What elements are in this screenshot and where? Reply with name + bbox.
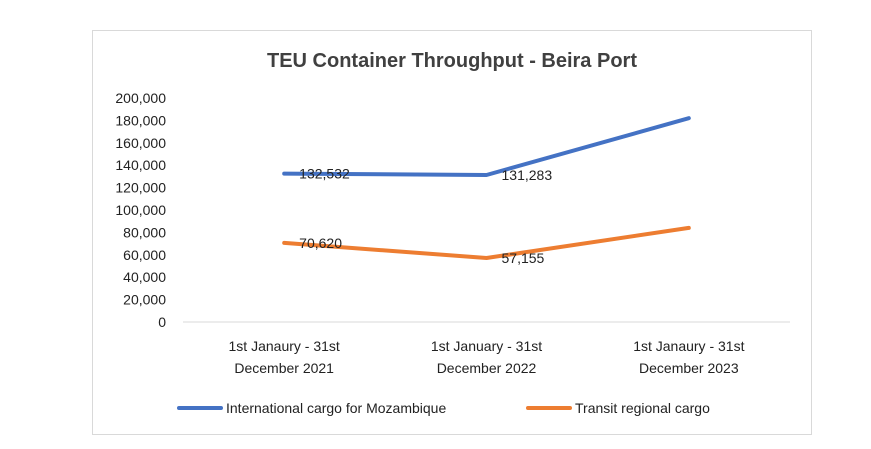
- data-label: 70,620: [299, 235, 342, 251]
- y-tick-label: 100,000: [115, 202, 166, 218]
- x-axis: 1st Janaury - 31st December 2021 1st Janua…: [183, 321, 790, 376]
- y-tick-label: 40,000: [123, 269, 166, 285]
- x-tick-label: December 2022: [437, 360, 537, 376]
- x-tick-label: 1st January - 31st: [431, 338, 542, 354]
- series-line-0: [282, 116, 691, 177]
- y-axis: 200,000 180,000 160,000 140,000 120,000 100,0…: [115, 90, 166, 330]
- x-tick-label: 1st Janaury - 31st: [229, 338, 340, 354]
- x-tick-label: 1st Janaury - 31st: [633, 338, 744, 354]
- y-tick-label: 0: [158, 314, 166, 330]
- series-line-1: [282, 225, 691, 260]
- legend: International cargo for Mozambique Transi…: [177, 400, 710, 416]
- y-tick-label: 60,000: [123, 247, 166, 263]
- y-tick-label: 120,000: [115, 180, 166, 196]
- y-tick-label: 200,000: [115, 90, 166, 106]
- x-tick-label: December 2021: [234, 360, 334, 376]
- x-tick-label: December 2023: [639, 360, 739, 376]
- data-labels: 132,532 131,283 70,620 57,155: [299, 166, 552, 266]
- y-tick-label: 180,000: [115, 112, 166, 128]
- y-tick-label: 160,000: [115, 135, 166, 151]
- legend-label: International cargo for Mozambique: [226, 400, 446, 416]
- data-label: 132,532: [299, 166, 350, 182]
- data-label: 57,155: [502, 250, 545, 266]
- chart-title: TEU Container Throughput - Beira Port: [267, 50, 637, 72]
- series-layer: [282, 116, 691, 260]
- y-tick-label: 80,000: [123, 224, 166, 240]
- legend-label: Transit regional cargo: [575, 400, 710, 416]
- chart-frame: [92, 30, 812, 435]
- y-tick-label: 140,000: [115, 157, 166, 173]
- data-label: 131,283: [502, 167, 553, 183]
- y-tick-label: 20,000: [123, 292, 166, 308]
